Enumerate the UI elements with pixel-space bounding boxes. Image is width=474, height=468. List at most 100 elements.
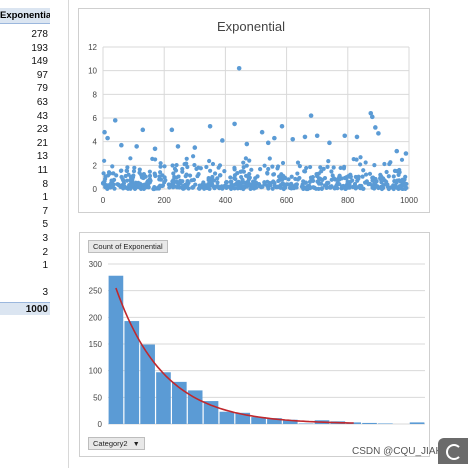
table-cell[interactable]: 193 (31, 42, 48, 54)
table-cell[interactable]: 2 (42, 246, 48, 258)
scatter-point (232, 121, 237, 127)
histogram-bar (298, 423, 314, 424)
scatter-point (270, 164, 275, 169)
table-cell[interactable]: 97 (36, 69, 48, 81)
table-cell[interactable]: 278 (31, 29, 48, 40)
table-cell[interactable]: 79 (36, 83, 48, 95)
y-tick-label: 6 (93, 114, 98, 123)
table-cell[interactable]: 3 (42, 287, 48, 299)
scatter-point (266, 166, 271, 172)
scatter-point (319, 181, 324, 186)
scatter-point (172, 166, 178, 171)
scatter-point (202, 184, 207, 190)
scatter-point (158, 161, 163, 166)
scatter-point (134, 144, 139, 149)
scatter-point (337, 173, 342, 178)
table-cell[interactable]: 5 (42, 219, 48, 231)
scatter-point (278, 185, 283, 190)
table-cell[interactable]: 13 (36, 151, 48, 163)
scatter-point (102, 158, 107, 163)
scatter-point (128, 177, 133, 183)
table-total[interactable]: 1000 (0, 302, 50, 315)
scatter-point (207, 158, 212, 164)
table-cell[interactable]: 23 (36, 124, 48, 136)
refresh-icon[interactable] (438, 438, 468, 464)
scatter-point (275, 185, 280, 190)
scatter-point (124, 168, 129, 173)
scatter-point (373, 125, 378, 130)
scatter-point (307, 179, 313, 185)
scatter-point (152, 146, 158, 152)
scatter-point (363, 172, 369, 177)
scatter-point (109, 180, 114, 186)
table-cell[interactable]: 21 (36, 137, 48, 149)
scatter-point (175, 144, 181, 149)
table-cell[interactable]: 3 (42, 233, 48, 244)
scatter-point (163, 178, 168, 183)
axis-field-button[interactable]: Category2 ▼ (88, 437, 145, 450)
histogram-bar (219, 411, 235, 424)
scatter-point (351, 157, 356, 162)
table-cell[interactable]: 7 (42, 205, 48, 217)
table-header[interactable]: Exponential (0, 8, 50, 24)
y-tick-label: 0 (93, 185, 98, 194)
table-cell[interactable]: 8 (42, 178, 48, 190)
scatter-point (147, 169, 152, 174)
scatter-point (362, 180, 368, 185)
scatter-point (185, 164, 190, 170)
scatter-point (318, 176, 323, 182)
scatter-chart[interactable]: Exponential 0 2 4 6 8 10 12 0 200 400 600 800 1000 (78, 8, 430, 213)
scatter-point (198, 166, 203, 171)
scatter-point (392, 168, 398, 173)
scatter-point (241, 169, 246, 174)
scatter-point (243, 156, 248, 161)
scatter-point (344, 175, 349, 180)
scatter-svg: Exponential 0 2 4 6 8 10 12 0 200 400 600 800 1000 (88, 19, 418, 205)
scatter-point (275, 164, 281, 169)
scatter-point (185, 180, 190, 185)
table-cell[interactable]: 11 (37, 165, 48, 176)
scatter-point (137, 167, 142, 172)
scatter-point (262, 180, 267, 185)
scatter-point (187, 173, 193, 178)
scatter-point (120, 177, 125, 182)
histogram-bar (172, 381, 187, 424)
scatter-point (209, 180, 214, 185)
y-tick-label: 50 (93, 393, 102, 402)
scatter-point (222, 169, 227, 174)
table-cell[interactable]: 149 (31, 56, 48, 68)
scatter-point (338, 165, 343, 171)
scatter-point (240, 177, 245, 182)
table-cell[interactable]: 1 (42, 260, 48, 272)
scatter-point (158, 177, 164, 182)
table-cell[interactable]: 1 (42, 192, 48, 204)
y-tick-label: 250 (89, 287, 103, 296)
scatter-point (111, 171, 116, 176)
scatter-point (158, 164, 163, 169)
scatter-point (176, 181, 181, 187)
scatter-point (328, 185, 333, 190)
x-tick-label: 0 (101, 196, 106, 205)
table-cell[interactable] (0, 273, 50, 286)
scatter-point (370, 175, 375, 180)
scatter-point (342, 164, 347, 169)
scatter-point (147, 176, 152, 182)
scatter-point (196, 186, 202, 191)
scatter-point (127, 183, 132, 188)
scatter-point (192, 145, 198, 150)
scatter-point (314, 133, 320, 139)
triangle-down-icon[interactable]: ▼ (132, 441, 140, 448)
scatter-point (158, 170, 163, 175)
table-cell[interactable]: 63 (36, 97, 48, 108)
value-field-button[interactable]: Count of Exponential (88, 240, 168, 253)
scatter-point (232, 186, 237, 191)
scatter-point (308, 113, 314, 118)
histogram-bar (140, 344, 155, 424)
histogram-chart[interactable]: Count of Exponential 0 50 100 150 200 250 300 … (79, 232, 430, 457)
scatter-point (191, 177, 197, 182)
scatter-point (143, 185, 148, 190)
scatter-point (279, 123, 285, 129)
table-cell[interactable]: 43 (36, 110, 48, 122)
scatter-point (369, 114, 375, 120)
scatter-point (107, 171, 113, 176)
